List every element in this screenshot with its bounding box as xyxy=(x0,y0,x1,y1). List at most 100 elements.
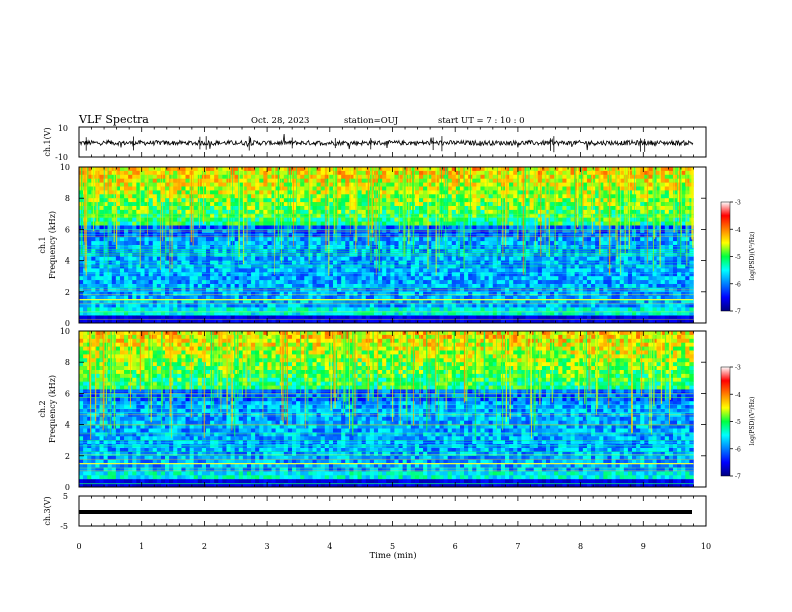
spectrogram-cell xyxy=(459,272,465,277)
spectrogram-cell xyxy=(677,252,682,257)
spectrogram-cell xyxy=(406,256,412,261)
spectrogram-cell xyxy=(320,170,326,176)
spectrogram-cell xyxy=(119,252,125,257)
spectrogram-cell xyxy=(107,221,113,226)
spectrogram-cell xyxy=(165,256,170,261)
spectrogram-cell xyxy=(455,225,461,230)
spectrogram-cell xyxy=(292,280,297,285)
spectrogram-cell xyxy=(263,198,268,203)
spectrogram-cell xyxy=(267,206,272,211)
spectrogram-cell xyxy=(369,256,375,261)
spectrogram-cell xyxy=(210,291,215,296)
spectrogram-cell xyxy=(660,186,666,191)
spectrogram-cell xyxy=(369,291,375,296)
spectrogram-cell xyxy=(185,245,190,250)
spectrogram-cell xyxy=(328,276,334,281)
spectrogram-cell xyxy=(476,170,481,176)
spectrogram-cell xyxy=(296,268,301,273)
spectrogram-cell xyxy=(545,194,551,199)
spectrogram-cell xyxy=(562,280,567,285)
spectrogram-cell xyxy=(263,233,268,238)
spectrogram-cell xyxy=(525,284,530,289)
spectrogram-cell xyxy=(169,178,174,183)
spectrogram-cell xyxy=(107,190,113,195)
spectrogram-cell xyxy=(529,256,534,261)
spectrogram-cell xyxy=(537,194,543,199)
spectrogram-cell xyxy=(586,272,592,277)
spectrogram-cell xyxy=(214,233,219,238)
spectrogram-cell xyxy=(271,206,276,211)
spectrogram-cell xyxy=(640,280,645,285)
spectrogram-cell xyxy=(173,182,178,187)
spectrogram-cell xyxy=(357,229,362,234)
spectrogram-cell xyxy=(296,206,301,211)
spectrogram-cell xyxy=(505,237,510,242)
spectrogram-cell xyxy=(292,209,297,215)
spectrogram-cell xyxy=(623,233,629,238)
spectrogram-cell xyxy=(484,291,489,296)
spectrogram-cell xyxy=(541,182,547,187)
spectrogram-cell xyxy=(636,190,641,195)
spectrogram-cell xyxy=(550,256,555,261)
spectrogram-cell xyxy=(296,272,301,277)
spectrogram-cell xyxy=(169,190,174,195)
spectrogram-cell xyxy=(509,194,514,199)
spectrogram-cell xyxy=(144,198,149,203)
spectrogram-cell xyxy=(623,170,629,176)
spectrogram-cell xyxy=(189,280,194,285)
spectrogram-cell xyxy=(533,241,539,246)
spectrogram-cell xyxy=(640,202,645,207)
spectrogram-cell xyxy=(386,186,391,191)
spectrogram-cell xyxy=(550,237,555,242)
spectrogram-cell xyxy=(210,213,215,218)
spectrogram-cell xyxy=(320,256,326,261)
spectrogram-cell xyxy=(279,174,285,179)
spectrogram-cell xyxy=(156,280,162,285)
spectrogram-cell xyxy=(341,264,346,269)
spectrogram-cell xyxy=(513,213,518,218)
spectrogram-cell xyxy=(107,225,113,230)
spectrogram-cell xyxy=(586,284,592,289)
spectrogram-cell xyxy=(308,190,313,195)
spectrogram-cell xyxy=(521,291,526,296)
spectrogram-cell xyxy=(410,252,416,257)
spectrogram-cell xyxy=(611,209,616,215)
spectrogram-cell xyxy=(349,245,354,250)
spectrogram-cell xyxy=(332,280,338,285)
spectrogram-cell xyxy=(115,241,121,246)
spectrogram-cell xyxy=(398,190,403,195)
spectrogram-cell xyxy=(390,182,395,187)
spectrogram-cell xyxy=(115,190,121,195)
spectrogram-cell xyxy=(156,229,162,234)
spectrogram-cell xyxy=(496,264,502,269)
spectrogram-cell xyxy=(644,268,649,273)
spectrogram-cell xyxy=(537,237,543,242)
spectrogram-cell xyxy=(615,245,621,250)
spectrogram-cell xyxy=(525,202,530,207)
spectrogram-cell xyxy=(197,268,203,273)
spectrogram-cell xyxy=(156,252,162,257)
spectrogram-cell xyxy=(668,202,674,207)
spectrogram-cell xyxy=(480,206,485,211)
spectrogram-cell xyxy=(267,221,272,226)
spectrogram-cell xyxy=(349,248,354,254)
spectrogram-cell xyxy=(550,241,555,246)
spectrogram-cell xyxy=(648,186,653,191)
spectrogram-cell xyxy=(578,198,584,203)
spectrogram-cell xyxy=(447,213,453,218)
spectrogram-cell xyxy=(304,268,309,273)
spectrogram-cell xyxy=(251,206,256,211)
spectrogram-cell xyxy=(464,206,469,211)
spectrogram-cell xyxy=(447,276,453,281)
spectrogram-cell xyxy=(263,252,268,257)
spectrogram-cell xyxy=(681,268,686,273)
spectrogram-cell xyxy=(386,291,391,296)
spectrogram-cell xyxy=(87,202,92,207)
spectrogram-cell xyxy=(681,256,686,261)
spectrogram-cell xyxy=(427,178,432,183)
spectrogram-cell xyxy=(537,233,543,238)
spectrogram-cell xyxy=(337,182,342,187)
spectrogram-cell xyxy=(152,182,158,187)
spectrogram-cell xyxy=(87,178,92,183)
